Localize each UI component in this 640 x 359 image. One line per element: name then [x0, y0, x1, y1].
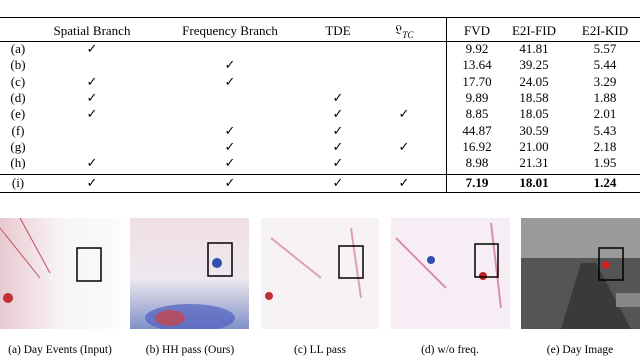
metric-value: 2.18: [593, 138, 617, 154]
subscript: TC: [402, 29, 414, 40]
metric-value: 7.19: [465, 175, 489, 190]
column-header: Spatial Branch: [53, 23, 131, 38]
row-label: (h): [10, 155, 26, 171]
row-label: (f): [11, 122, 25, 138]
bottom-rule: [0, 192, 640, 193]
figure-caption: (c) LL pass: [294, 344, 346, 356]
check-mark: ✓: [224, 175, 236, 190]
figure-caption: (d) w/o freq.: [421, 344, 479, 356]
check-mark: ✓: [332, 175, 344, 190]
check-mark: ✓: [224, 73, 236, 89]
check-mark: ✓: [86, 106, 98, 122]
check-mark: ✓: [224, 138, 236, 154]
metric-value: 9.89: [465, 89, 489, 105]
check-mark: ✓: [398, 106, 410, 122]
column-header: E2I-KID: [581, 23, 629, 38]
row-label: (g): [10, 138, 26, 154]
metric-value: 3.29: [593, 73, 617, 89]
row-label: (d): [10, 89, 26, 105]
metric-value: 2.01: [593, 106, 617, 122]
check-mark: ✓: [86, 41, 98, 56]
symbol: 𝔏: [394, 22, 403, 38]
metric-value: 18.05: [519, 106, 549, 122]
check-mark: ✓: [332, 106, 344, 122]
row-label: (i): [11, 175, 25, 190]
event-image: [0, 218, 121, 329]
metric-value: 1.24: [593, 175, 617, 190]
top-rule: [0, 17, 640, 18]
mid-rule: [0, 174, 640, 175]
check-mark: ✓: [398, 138, 410, 154]
hh-image: [130, 218, 249, 329]
check-mark: ✓: [86, 89, 98, 105]
check-mark: ✓: [86, 155, 98, 171]
metric-value: 5.57: [593, 41, 617, 56]
metric-value: 44.87: [462, 122, 492, 138]
metric-value: 30.59: [519, 122, 549, 138]
wo-freq-image: [391, 218, 510, 329]
metric-value: 16.92: [462, 138, 492, 154]
metric-value: 41.81: [519, 41, 549, 56]
check-mark: ✓: [332, 155, 344, 171]
check-mark: ✓: [332, 122, 344, 138]
metric-value: 21.31: [519, 155, 549, 171]
metric-value: 18.01: [519, 175, 549, 190]
metric-value: 17.70: [462, 73, 492, 89]
metric-value: 24.05: [519, 73, 549, 89]
metric-value: 5.43: [593, 122, 617, 138]
metric-value: 39.25: [519, 57, 549, 73]
metric-value: 5.44: [593, 57, 617, 73]
metric-value: 8.85: [465, 106, 489, 122]
metric-value: 1.95: [593, 155, 617, 171]
day-image: [521, 218, 640, 329]
column-header: Frequency Branch: [182, 23, 278, 38]
metric-value: 13.64: [462, 57, 492, 73]
ll-image: [261, 218, 379, 329]
check-mark: ✓: [224, 155, 236, 171]
metric-value: 18.58: [519, 89, 549, 105]
check-mark: ✓: [332, 138, 344, 154]
column-header: FVD: [463, 23, 491, 38]
header-rule: [0, 41, 640, 42]
row-label: (c): [10, 73, 26, 89]
check-mark: ✓: [224, 57, 236, 73]
row-label: (e): [10, 106, 26, 122]
column-divider: [446, 17, 447, 193]
row-label: (b): [10, 57, 26, 73]
check-mark: ✓: [332, 89, 344, 105]
row-label: (a): [10, 41, 26, 56]
check-mark: ✓: [86, 175, 98, 190]
column-header: 𝔏TC: [395, 22, 414, 40]
check-mark: ✓: [224, 122, 236, 138]
check-mark: ✓: [86, 73, 98, 89]
column-header: TDE: [325, 23, 351, 38]
figure-caption: (b) HH pass (Ours): [145, 344, 235, 356]
check-mark: ✓: [398, 175, 410, 190]
metric-value: 9.92: [465, 41, 489, 56]
metric-value: 21.00: [519, 138, 549, 154]
column-header: E2I-FID: [511, 23, 557, 38]
figure-caption: (e) Day Image: [546, 344, 614, 356]
metric-value: 8.98: [465, 155, 489, 171]
metric-value: 1.88: [593, 89, 617, 105]
figure-caption: (a) Day Events (Input): [8, 344, 112, 356]
